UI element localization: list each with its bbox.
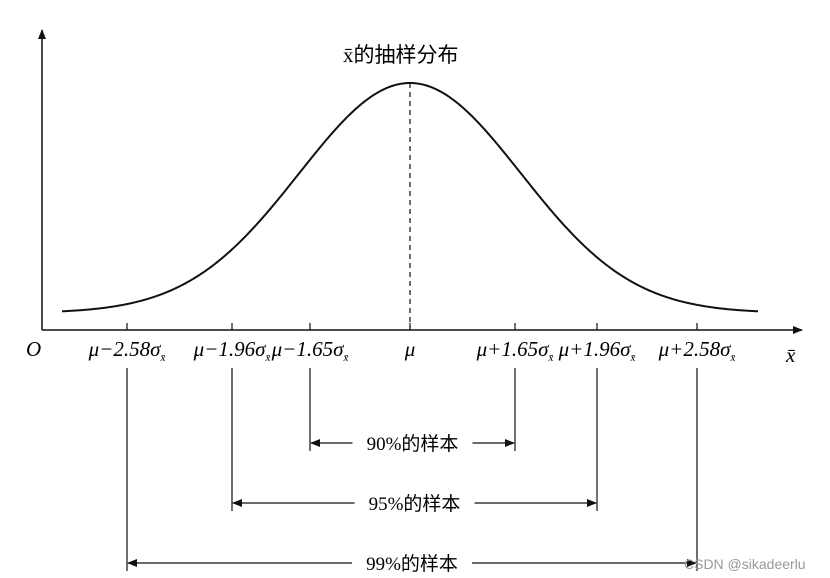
tick-text: μ+2.58σ <box>658 337 732 361</box>
tick-text: μ−1.96σ <box>193 337 267 361</box>
tick-text: μ <box>404 337 416 361</box>
tick-subscript: x̄ <box>342 352 348 364</box>
tick-text: μ+1.65σ <box>476 337 550 361</box>
origin-label: O <box>26 337 41 361</box>
tick-subscript: x̄ <box>159 352 165 364</box>
density-curve <box>61 81 759 313</box>
tick-label: μ+2.58σx̄ <box>658 337 736 364</box>
interval-label: 99%的样本 <box>366 553 458 575</box>
tick-label: μ−1.65σx̄ <box>271 337 349 364</box>
tick-subscript: x̄ <box>264 352 270 364</box>
tick-subscript: x̄ <box>547 352 553 364</box>
tick-label: μ <box>404 337 416 361</box>
tick-label: μ+1.65σx̄ <box>476 337 554 364</box>
title: x̄的抽样分布 <box>343 43 459 67</box>
x-axis-label: x̄ <box>785 343 796 367</box>
interval-label: 90%的样本 <box>367 433 459 455</box>
interval-label: 95%的样本 <box>369 493 461 515</box>
tick-subscript: x̄ <box>629 352 635 364</box>
tick-label: μ−2.58σx̄ <box>88 337 166 364</box>
tick-text: μ+1.96σ <box>558 337 632 361</box>
watermark: CSDN @sikadeerlu <box>684 556 806 572</box>
tick-text: μ−2.58σ <box>88 337 162 361</box>
tick-label: μ−1.96σx̄ <box>193 337 271 364</box>
tick-subscript: x̄ <box>729 352 735 364</box>
tick-label: μ+1.96σx̄ <box>558 337 636 364</box>
tick-text: μ−1.65σ <box>271 337 345 361</box>
